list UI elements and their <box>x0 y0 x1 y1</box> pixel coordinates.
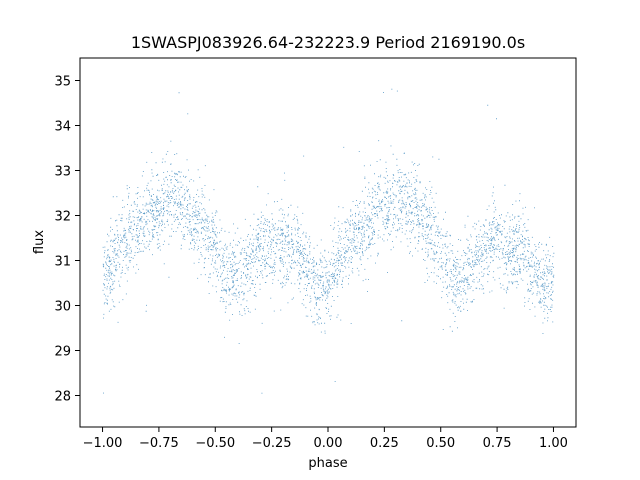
x-tick-label: −0.50 <box>195 436 235 451</box>
x-tick-label: −0.25 <box>252 436 292 451</box>
y-tick-label: 35 <box>54 75 71 90</box>
x-tick-label: 0.50 <box>426 436 455 451</box>
x-tick-label: −0.75 <box>139 436 179 451</box>
x-tick-label: 0.00 <box>314 436 343 451</box>
x-axis-label: phase <box>308 456 347 471</box>
y-tick-label: 28 <box>54 390 71 405</box>
x-tick-label: 1.00 <box>539 436 568 451</box>
y-tick-label: 32 <box>54 210 71 225</box>
x-tick-label: 0.75 <box>483 436 512 451</box>
y-tick-label: 30 <box>54 300 71 315</box>
y-axis-ticks: 28 29 30 31 32 33 34 35 <box>54 75 80 405</box>
x-axis-ticks: −1.00 −0.75 −0.50 −0.25 0.00 0.25 0.50 0.75 1.00 <box>83 427 568 451</box>
y-tick-label: 29 <box>54 345 71 360</box>
y-tick-label: 31 <box>54 255 71 270</box>
y-tick-label: 34 <box>54 120 71 135</box>
x-tick-label: −1.00 <box>83 436 123 451</box>
x-tick-label: 0.25 <box>370 436 399 451</box>
chart-title: 1SWASPJ083926.64-232223.9 Period 2169190… <box>131 33 525 52</box>
y-axis-label: flux <box>32 230 47 254</box>
y-tick-label: 33 <box>54 165 71 180</box>
